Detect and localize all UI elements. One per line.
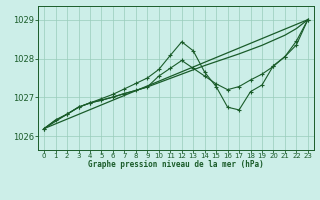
X-axis label: Graphe pression niveau de la mer (hPa): Graphe pression niveau de la mer (hPa): [88, 160, 264, 169]
